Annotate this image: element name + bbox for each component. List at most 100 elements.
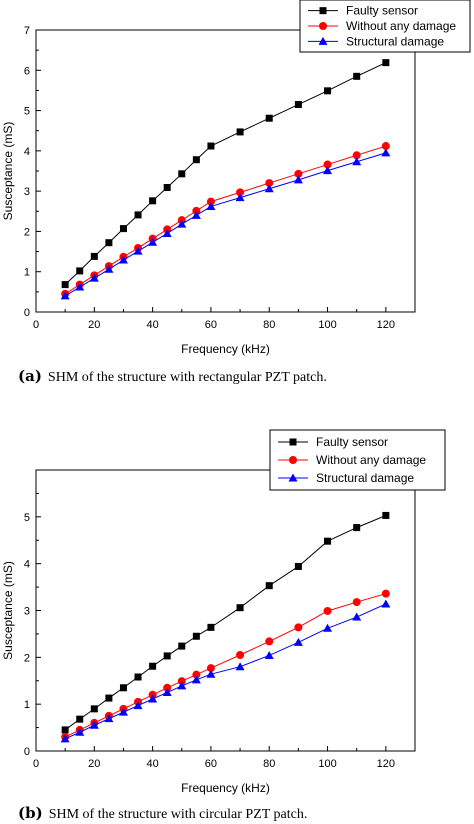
data-point [381, 589, 390, 598]
caption-text: SHM of the structure with circular PZT p… [49, 807, 308, 822]
x-tick-label: 100 [318, 319, 336, 331]
data-point [353, 72, 361, 80]
data-point [163, 652, 171, 660]
y-tick-label: 2 [24, 652, 30, 664]
y-tick-label: 5 [24, 512, 30, 524]
data-point [192, 156, 200, 164]
data-point [294, 623, 303, 632]
data-point [323, 166, 333, 175]
data-point [294, 169, 303, 178]
data-point [162, 687, 172, 696]
x-tick-label: 80 [263, 319, 275, 331]
legend-swatch-marker [319, 7, 327, 15]
figure-caption: (a) SHM of the structure with rectangular… [18, 367, 327, 385]
legend-entry-label: Without any damage [316, 453, 426, 467]
data-point [265, 582, 273, 590]
y-axis-title: Susceptance (mS) [1, 122, 15, 221]
y-tick-label: 3 [24, 186, 30, 198]
data-point [163, 184, 171, 192]
data-point [381, 599, 391, 608]
legend-swatch-marker [289, 456, 297, 464]
data-point [60, 291, 70, 300]
caption-text: SHM of the structure with rectangular PZ… [48, 370, 327, 385]
data-point [76, 715, 84, 723]
y-tick-label: 3 [24, 606, 30, 618]
y-tick-label: 7 [24, 25, 30, 37]
data-point [323, 606, 332, 615]
legend-entry-label: Faulty sensor [346, 4, 418, 18]
data-point [236, 650, 245, 659]
x-tick-label: 20 [88, 758, 100, 770]
data-point [206, 201, 216, 210]
data-point [177, 681, 187, 690]
data-point [235, 662, 245, 671]
data-point [104, 714, 114, 723]
x-tick-label: 100 [318, 758, 336, 770]
legend-entry-label: Without any damage [346, 19, 456, 33]
data-point [236, 604, 244, 612]
y-axis-title: Susceptance (mS) [1, 561, 15, 660]
data-point [382, 511, 390, 519]
data-point [119, 225, 127, 233]
figure-caption: (b) SHM of the structure with circular PZ… [18, 804, 307, 822]
data-point [177, 677, 186, 686]
series-square [61, 511, 390, 734]
x-tick-label: 40 [146, 758, 158, 770]
x-axis-title: Frequency (kHz) [181, 781, 270, 795]
data-point [105, 694, 113, 702]
data-point [104, 264, 114, 273]
series-triangle [60, 599, 391, 743]
y-tick-label: 4 [24, 146, 30, 158]
data-point [148, 237, 158, 246]
series-circle [61, 142, 390, 298]
data-point [133, 701, 143, 710]
data-point [323, 623, 333, 632]
series-line [64, 145, 386, 295]
x-axis-title: Frequency (kHz) [181, 342, 270, 356]
data-point [192, 632, 200, 640]
data-point [118, 255, 128, 264]
data-point [236, 128, 244, 136]
legend-swatch-marker [318, 36, 328, 45]
y-tick-label: 0 [24, 307, 30, 319]
data-point [134, 211, 142, 219]
chart-panel-a: 0 20 40 60 80 100 120 0 1 2 3 4 5 6 7 Frequency (kHz) Su… [1, 0, 471, 385]
data-point [324, 87, 332, 95]
data-point [75, 282, 85, 291]
data-point [105, 239, 113, 247]
data-point [293, 637, 303, 646]
series-circle [61, 589, 390, 741]
data-point [382, 59, 390, 67]
y-tick-label: 1 [24, 267, 30, 279]
caption-label: (a) [18, 367, 42, 385]
y-tick-label: 0 [24, 746, 30, 758]
data-point [324, 537, 332, 545]
y-tick-label: 6 [24, 65, 30, 77]
data-point [294, 101, 302, 109]
data-point [133, 246, 143, 255]
caption-label: (b) [18, 804, 43, 822]
data-point [90, 705, 98, 713]
legend-entry-label: Structural damage [346, 34, 444, 48]
x-tick-label: 0 [33, 319, 39, 331]
y-tick-label: 2 [24, 226, 30, 238]
data-point [76, 267, 84, 275]
y-tick-label: 5 [24, 106, 30, 118]
x-tick-label: 0 [33, 758, 39, 770]
x-tick-label: 40 [146, 319, 158, 331]
data-point [61, 726, 69, 734]
data-point [149, 197, 157, 205]
data-point [148, 694, 158, 703]
data-point [90, 252, 98, 260]
data-point [75, 727, 85, 736]
x-tick-label: 120 [377, 319, 395, 331]
legend-swatch-marker [319, 22, 327, 30]
data-point [265, 637, 274, 646]
data-point [177, 219, 187, 228]
data-point [352, 598, 361, 607]
data-point [352, 612, 362, 621]
data-point [206, 664, 215, 673]
data-point [353, 524, 361, 532]
